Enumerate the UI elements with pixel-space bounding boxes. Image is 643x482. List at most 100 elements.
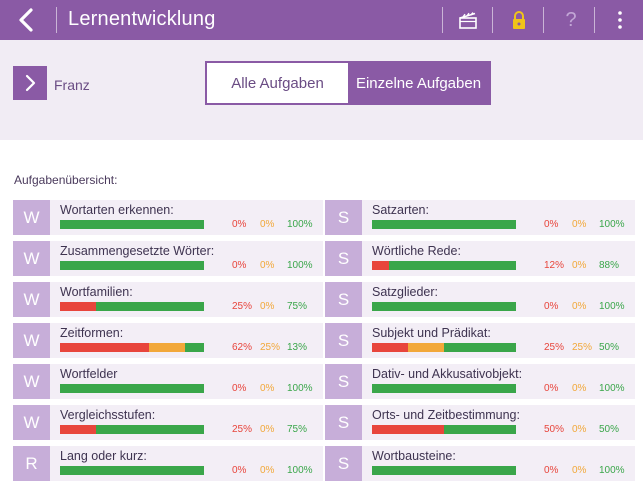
percent-partial: 0% [572,301,587,312]
more-button[interactable] [604,6,636,34]
header-divider [492,7,493,33]
percent-wrong: 62% [232,342,253,353]
task-category-badge: S [325,282,362,317]
progress-red-segment [60,302,96,311]
percent-wrong: 0% [544,383,559,394]
progress-green-segment [372,302,516,311]
task-name: Wortfelder [60,367,118,381]
header-divider [594,7,595,33]
back-button[interactable] [8,4,44,36]
percent-correct: 100% [287,260,313,271]
progress-red-segment [60,425,96,434]
view-toggle: Alle Aufgaben Einzelne Aufgaben [205,61,491,105]
percent-wrong: 50% [544,424,565,435]
percent-correct: 13% [287,342,308,353]
progress-bar [372,302,516,311]
percent-correct: 75% [287,301,308,312]
progress-green-segment [96,425,204,434]
task-row[interactable]: W Wortarten erkennen: 0% 0% 100% [13,200,323,235]
lock-button[interactable] [503,6,535,34]
percent-wrong: 25% [232,424,253,435]
task-column-right: S Satzarten: 0% 0% 100% S Wörtliche Rede… [325,200,635,482]
task-name: Dativ- und Akkusativobjekt: [372,367,523,381]
percent-partial: 0% [260,260,275,271]
more-vertical-icon [618,11,622,29]
clapperboard-button[interactable] [452,6,484,34]
percent-wrong: 0% [232,260,247,271]
percent-wrong: 0% [232,383,247,394]
percent-wrong: 0% [232,465,247,476]
task-row[interactable]: S Orts- und Zeitbestimmung: 50% 0% 50% [325,405,635,440]
percent-correct: 100% [599,465,625,476]
progress-green-segment [96,302,204,311]
task-row[interactable]: W Wortfelder 0% 0% 100% [13,364,323,399]
progress-bar [60,261,204,270]
task-row[interactable]: W Wortfamilien: 25% 0% 75% [13,282,323,317]
percent-partial: 0% [572,424,587,435]
progress-bar [60,220,204,229]
progress-bar [372,384,516,393]
task-row[interactable]: W Zusammengesetzte Wörter: 0% 0% 100% [13,241,323,276]
percent-partial: 0% [260,219,275,230]
task-category-badge: S [325,323,362,358]
percent-wrong: 0% [544,219,559,230]
user-name[interactable]: Franz [54,77,90,93]
task-category-badge: W [13,405,50,440]
page-title: Lernentwicklung [68,8,216,30]
percent-correct: 50% [599,342,620,353]
task-row[interactable]: R Lang oder kurz: 0% 0% 100% [13,446,323,481]
task-row[interactable]: W Zeitformen: 62% 25% 13% [13,323,323,358]
back-chevron-icon [19,8,33,32]
task-row[interactable]: S Wortbausteine: 0% 0% 100% [325,446,635,481]
chevron-right-icon [25,74,36,92]
task-row[interactable]: W Vergleichsstufen: 25% 0% 75% [13,405,323,440]
task-name: Satzarten: [372,203,429,217]
task-name: Lang oder kurz: [60,449,147,463]
progress-green-segment [60,466,204,475]
progress-red-segment [372,261,390,270]
header-divider [543,7,544,33]
progress-green-segment [185,343,204,352]
progress-orange-segment [408,343,444,352]
help-button[interactable]: ? [555,6,587,34]
task-name: Vergleichsstufen: [60,408,156,422]
percent-correct: 88% [599,260,620,271]
progress-bar [60,425,204,434]
progress-green-segment [444,343,516,352]
progress-green-segment [372,220,516,229]
task-category-badge: S [325,405,362,440]
header-divider [442,7,443,33]
task-row[interactable]: S Subjekt und Prädikat: 25% 25% 50% [325,323,635,358]
task-category-badge: W [13,241,50,276]
percent-partial: 25% [572,342,593,353]
percent-partial: 0% [260,301,275,312]
percent-partial: 0% [260,424,275,435]
tab-all-tasks[interactable]: Alle Aufgaben [207,63,348,103]
percent-wrong: 0% [544,465,559,476]
progress-bar [60,384,204,393]
task-row[interactable]: S Satzarten: 0% 0% 100% [325,200,635,235]
task-category-badge: S [325,364,362,399]
task-category-badge: W [13,364,50,399]
percent-partial: 0% [572,260,587,271]
percent-correct: 100% [287,465,313,476]
progress-bar [372,466,516,475]
percent-correct: 100% [599,219,625,230]
tab-single-tasks[interactable]: Einzelne Aufgaben [348,63,489,103]
progress-green-segment [389,261,516,270]
progress-red-segment [372,425,444,434]
user-select-button[interactable] [13,66,47,100]
task-row[interactable]: S Wörtliche Rede: 12% 0% 88% [325,241,635,276]
task-name: Wortbausteine: [372,449,456,463]
task-row[interactable]: S Dativ- und Akkusativobjekt: 0% 0% 100% [325,364,635,399]
top-bar: Lernentwicklung ? [0,0,643,40]
progress-green-segment [444,425,516,434]
task-category-badge: S [325,200,362,235]
task-category-badge: S [325,446,362,481]
percent-correct: 50% [599,424,620,435]
percent-wrong: 0% [232,219,247,230]
progress-red-segment [60,343,150,352]
task-row[interactable]: S Satzglieder: 0% 0% 100% [325,282,635,317]
task-column-left: W Wortarten erkennen: 0% 0% 100% W Zusam… [13,200,323,482]
task-category-badge: S [325,241,362,276]
